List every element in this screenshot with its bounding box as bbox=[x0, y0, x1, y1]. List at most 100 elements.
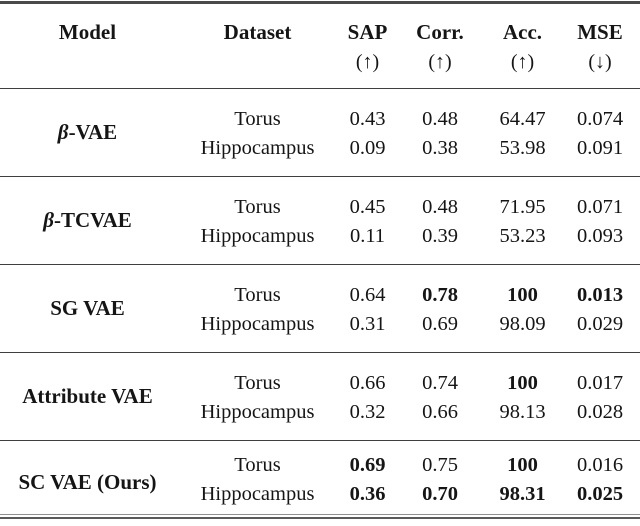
header-label: SAP bbox=[347, 19, 388, 44]
model-name-greek: β bbox=[43, 207, 54, 232]
acc-cell: 98.13 bbox=[485, 398, 560, 441]
mse-cell: 0.029 bbox=[560, 310, 640, 353]
mse-cell: 0.025 bbox=[560, 480, 640, 515]
column-header-acc: Acc. (↑) bbox=[485, 4, 560, 89]
sap-cell: 0.69 bbox=[340, 440, 395, 480]
metric-value: 98.31 bbox=[499, 482, 546, 505]
column-header-dataset: Dataset bbox=[175, 4, 340, 89]
header-label: Model bbox=[58, 19, 117, 44]
results-table: Model Dataset SAP (↑) Corr. (↑) Acc. bbox=[0, 4, 640, 515]
dataset-cell: Hippocampus bbox=[175, 480, 340, 515]
corr-cell: 0.70 bbox=[395, 480, 485, 515]
dataset-cell: Torus bbox=[175, 352, 340, 398]
mse-cell: 0.074 bbox=[560, 88, 640, 134]
column-header-corr: Corr. (↑) bbox=[395, 4, 485, 89]
sap-cell: 0.43 bbox=[340, 88, 395, 134]
corr-cell: 0.78 bbox=[395, 264, 485, 310]
dataset-cell: Hippocampus bbox=[175, 134, 340, 177]
metric-value: 0.48 bbox=[422, 195, 458, 218]
sap-cell: 0.64 bbox=[340, 264, 395, 310]
metric-value: 0.09 bbox=[349, 136, 386, 159]
model-group-beta-tcvae: β-TCVAE Torus 0.45 0.48 71.95 0.071 Hipp… bbox=[0, 176, 640, 264]
corr-cell: 0.48 bbox=[395, 88, 485, 134]
metric-value: 0.66 bbox=[349, 371, 386, 394]
column-header-model: Model bbox=[0, 4, 175, 89]
header-row: Model Dataset SAP (↑) Corr. (↑) Acc. bbox=[0, 4, 640, 89]
metric-value: 0.32 bbox=[349, 400, 386, 423]
metric-value: 100 bbox=[507, 453, 538, 476]
metric-value: 53.23 bbox=[499, 224, 546, 247]
table-bottom-rule bbox=[0, 516, 640, 519]
model-name-cell: β-TCVAE bbox=[0, 176, 175, 264]
dataset-label: Torus bbox=[234, 107, 281, 130]
dataset-cell: Hippocampus bbox=[175, 222, 340, 265]
mse-cell: 0.028 bbox=[560, 398, 640, 441]
model-group-sg-vae: SG VAE Torus 0.64 0.78 100 0.013 Hippoca… bbox=[0, 264, 640, 352]
model-name-cell: β-VAE bbox=[0, 88, 175, 176]
dataset-label: Torus bbox=[234, 195, 281, 218]
table-row: SG VAE Torus 0.64 0.78 100 0.013 bbox=[0, 264, 640, 320]
acc-cell: 98.31 bbox=[485, 480, 560, 515]
table-row: Hippocampus 0.36 0.70 98.31 0.025 bbox=[0, 480, 640, 515]
metric-value: 0.11 bbox=[349, 224, 386, 247]
dataset-label: Hippocampus bbox=[200, 136, 315, 159]
dataset-cell: Torus bbox=[175, 88, 340, 134]
metric-value: 64.47 bbox=[499, 107, 546, 130]
dataset-cell: Hippocampus bbox=[175, 398, 340, 441]
table-row: Hippocampus 0.32 0.66 98.13 0.028 bbox=[0, 398, 640, 441]
metric-value: 0.45 bbox=[349, 195, 386, 218]
up-arrow-indicator: (↑) bbox=[355, 50, 380, 73]
model-name-cell: SG VAE bbox=[0, 264, 175, 352]
acc-cell: 53.23 bbox=[485, 222, 560, 265]
model-group-sc-vae-ours: SC VAE (Ours) Torus 0.69 0.75 100 0.016 … bbox=[0, 440, 640, 514]
header-direction bbox=[0, 47, 175, 77]
sap-cell: 0.36 bbox=[340, 480, 395, 515]
metric-value: 98.09 bbox=[499, 312, 546, 335]
model-name-label: SG VAE bbox=[50, 295, 125, 320]
header-label: MSE bbox=[577, 19, 623, 44]
corr-cell: 0.74 bbox=[395, 352, 485, 398]
mse-cell: 0.093 bbox=[560, 222, 640, 265]
metric-value: 0.48 bbox=[422, 107, 458, 130]
mse-cell: 0.071 bbox=[560, 176, 640, 222]
sap-cell: 0.45 bbox=[340, 176, 395, 222]
metric-value: 0.75 bbox=[422, 453, 458, 476]
metric-value: 0.093 bbox=[576, 224, 624, 247]
table-top-rule bbox=[0, 1, 640, 4]
metric-value: 0.016 bbox=[576, 453, 624, 476]
acc-cell: 100 bbox=[485, 264, 560, 310]
corr-cell: 0.66 bbox=[395, 398, 485, 441]
acc-cell: 100 bbox=[485, 440, 560, 480]
bottom-rule-gap bbox=[0, 514, 640, 517]
sap-cell: 0.32 bbox=[340, 398, 395, 441]
dataset-cell: Torus bbox=[175, 176, 340, 222]
column-header-sap: SAP (↑) bbox=[340, 4, 395, 89]
table-row: β-VAE Torus 0.43 0.48 64.47 0.074 bbox=[0, 88, 640, 144]
metric-value: 0.017 bbox=[576, 371, 624, 394]
model-name-cell: SC VAE (Ours) bbox=[0, 440, 175, 514]
sap-cell: 0.31 bbox=[340, 310, 395, 353]
metric-value: 100 bbox=[507, 283, 538, 306]
corr-cell: 0.75 bbox=[395, 440, 485, 480]
table-row: Hippocampus 0.11 0.39 53.23 0.093 bbox=[0, 222, 640, 265]
dataset-cell: Torus bbox=[175, 440, 340, 480]
sap-cell: 0.09 bbox=[340, 134, 395, 177]
mse-cell: 0.017 bbox=[560, 352, 640, 398]
metric-value: 0.38 bbox=[422, 136, 458, 159]
down-arrow-indicator: (↓) bbox=[588, 50, 612, 73]
header-label: Corr. bbox=[416, 19, 464, 44]
metric-value: 0.69 bbox=[349, 453, 386, 476]
metric-value: 0.36 bbox=[349, 482, 386, 505]
dataset-cell: Torus bbox=[175, 264, 340, 310]
metric-value: 0.091 bbox=[576, 136, 624, 159]
metric-value: 0.071 bbox=[576, 195, 624, 218]
table-row: β-TCVAE Torus 0.45 0.48 71.95 0.071 bbox=[0, 176, 640, 232]
mse-cell: 0.013 bbox=[560, 264, 640, 310]
metric-value: 53.98 bbox=[499, 136, 546, 159]
dataset-label: Torus bbox=[234, 453, 281, 476]
corr-cell: 0.39 bbox=[395, 222, 485, 265]
model-name-cell: Attribute VAE bbox=[0, 352, 175, 440]
sap-cell: 0.11 bbox=[340, 222, 395, 265]
corr-cell: 0.38 bbox=[395, 134, 485, 177]
